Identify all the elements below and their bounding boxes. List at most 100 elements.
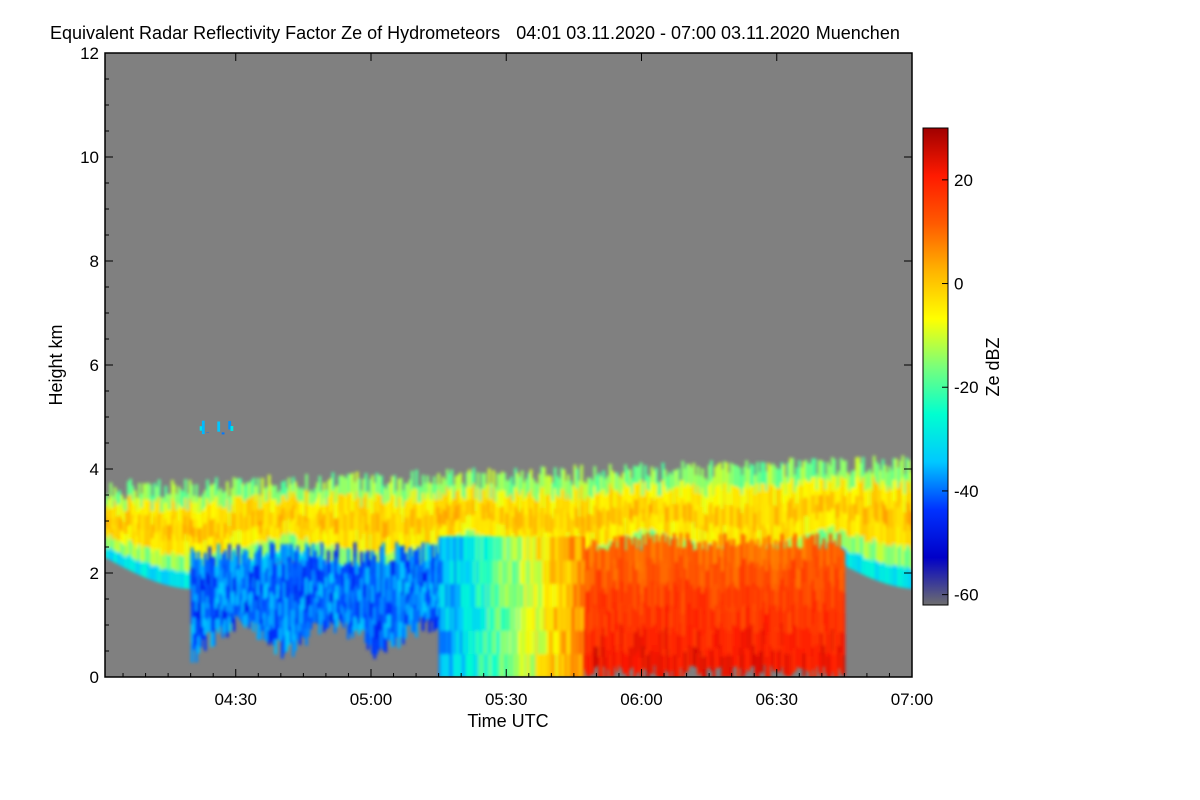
echo-cell (203, 601, 207, 619)
echo-cell (353, 557, 357, 573)
echo-cell (564, 583, 567, 608)
echo-cell (708, 625, 711, 647)
echo-cell (842, 550, 846, 572)
echo-cell (371, 531, 374, 552)
echo-cell (888, 564, 891, 585)
echo-cell (465, 653, 468, 677)
echo-cell (637, 514, 641, 532)
echo-cell (300, 610, 304, 624)
echo-cell (234, 555, 238, 567)
echo-cell (206, 595, 209, 609)
echo-cell (859, 463, 863, 482)
echo-cell (252, 598, 256, 611)
echo-cell (300, 552, 304, 566)
echo-cell (701, 487, 704, 507)
echo-cell (234, 479, 238, 497)
echo-cell (692, 627, 696, 647)
echo-cell (617, 535, 621, 558)
echo-cell (815, 489, 819, 505)
echo-cell (327, 496, 330, 514)
echo-cell (492, 520, 495, 538)
echo-cell (624, 591, 628, 613)
echo-cell (340, 475, 344, 494)
echo-cell (408, 598, 412, 613)
echo-cell (859, 518, 863, 537)
echo-cell (809, 535, 813, 561)
echo-cell (248, 482, 251, 499)
echo-cell (694, 628, 698, 649)
echo-cell (597, 490, 601, 510)
echo-cell (855, 514, 858, 534)
echo-cell (458, 536, 462, 561)
echo-cell (628, 518, 632, 536)
colorbar-tick-label: -20 (954, 378, 979, 397)
echo-cell (901, 543, 905, 566)
echo-cell (201, 602, 205, 615)
echo-cell (457, 518, 460, 535)
echo-cell (908, 502, 911, 525)
echo-cell (199, 632, 203, 648)
echo-cell (190, 501, 194, 520)
echo-cell (734, 526, 737, 548)
echo-cell (734, 606, 738, 627)
echo-cell (723, 461, 726, 483)
echo-cell (109, 546, 113, 561)
echo-cell (375, 550, 379, 570)
echo-cell (322, 559, 326, 573)
echo-cell (762, 524, 766, 546)
echo-cell (765, 548, 769, 571)
echo-cell (826, 478, 830, 495)
echo-cell (787, 481, 790, 502)
echo-cell (441, 492, 445, 509)
echo-cell (652, 485, 656, 501)
echo-cell (573, 485, 577, 507)
echo-cell (468, 528, 471, 544)
echo-cell (842, 613, 846, 635)
echo-cell (820, 460, 823, 478)
echo-cell (570, 583, 574, 608)
echo-cell (309, 556, 313, 570)
echo-cell (681, 591, 685, 614)
echo-cell (188, 498, 192, 517)
echo-cell (294, 535, 297, 549)
echo-cell (561, 630, 565, 655)
echo-cell (670, 648, 674, 672)
echo-cell (432, 492, 436, 510)
echo-cell (829, 533, 832, 558)
echo-cell (353, 542, 357, 558)
echo-cell (289, 593, 293, 611)
echo-cell (672, 520, 676, 538)
echo-cell (672, 654, 676, 677)
echo-cell (611, 505, 614, 524)
echo-cell (131, 528, 135, 544)
echo-cell (630, 478, 634, 494)
echo-cell (250, 591, 253, 602)
echo-cell (274, 498, 278, 512)
echo-cell (393, 549, 396, 570)
echo-cell (548, 630, 552, 655)
echo-cell (811, 646, 815, 670)
echo-cell (331, 592, 335, 604)
echo-cell (197, 602, 201, 620)
echo-cell (335, 584, 339, 600)
echo-cell (870, 542, 874, 561)
echo-cell (815, 555, 819, 579)
echo-cell (561, 653, 565, 677)
echo-cell (604, 592, 608, 615)
echo-cell (806, 480, 810, 500)
echo-cell (791, 497, 795, 518)
echo-cell (611, 541, 615, 565)
echo-cell (736, 610, 740, 634)
echo-cell (644, 627, 648, 650)
echo-cell (437, 603, 440, 616)
echo-cell (201, 556, 205, 574)
echo-cell (335, 612, 339, 628)
echo-cell (428, 617, 432, 633)
echo-cell (639, 635, 643, 658)
echo-cell (626, 502, 630, 520)
echo-cell (287, 491, 291, 506)
echo-cell (818, 610, 821, 632)
echo-cell (190, 519, 194, 538)
echo-cell (650, 627, 654, 651)
echo-cell (868, 522, 872, 542)
